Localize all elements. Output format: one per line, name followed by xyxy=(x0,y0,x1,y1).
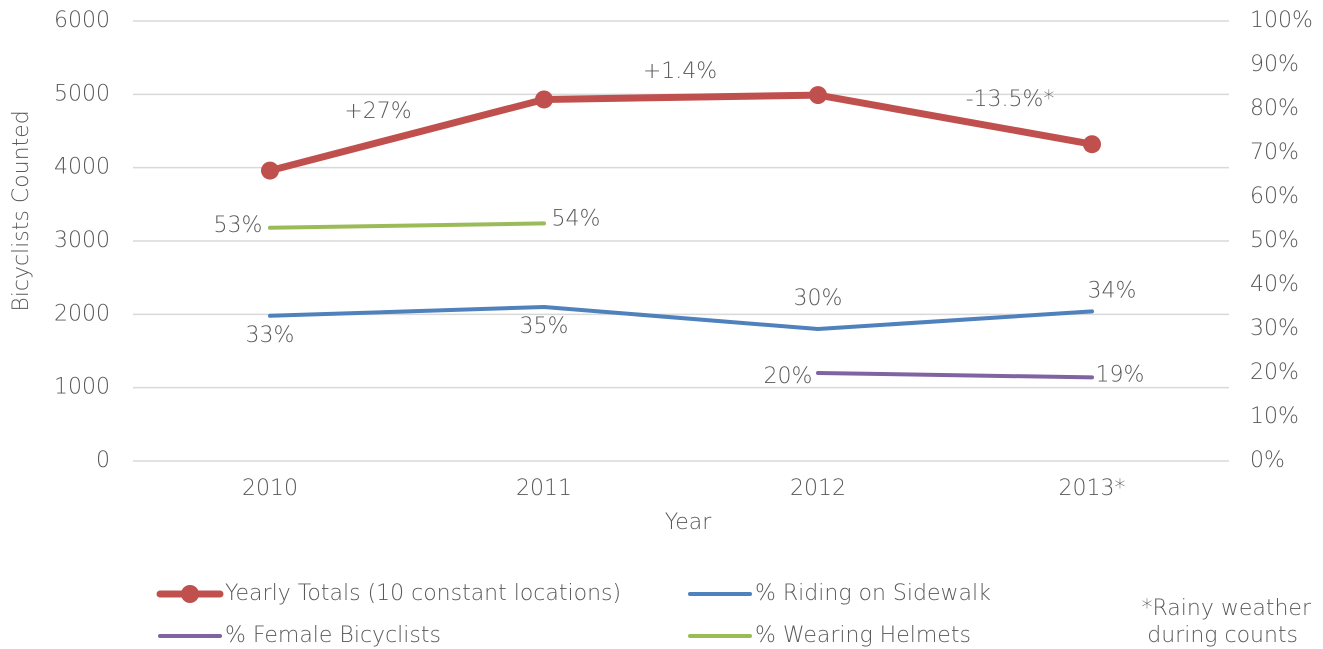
annotation: +1.4% xyxy=(643,59,717,84)
series-line xyxy=(816,371,1094,380)
y2-tick-label: 0% xyxy=(1250,448,1285,473)
y2-tick-label: 90% xyxy=(1250,52,1299,77)
data-label: 20% xyxy=(764,364,813,389)
y-tick-label: 4000 xyxy=(54,155,110,180)
marker xyxy=(261,161,279,180)
footnote: during counts xyxy=(1147,623,1298,648)
data-label: 19% xyxy=(1096,362,1145,387)
data-label: 33% xyxy=(246,323,295,348)
x-tick-label: 2011 xyxy=(516,476,572,501)
y2-tick-label: 70% xyxy=(1250,140,1299,165)
x-axis-label: Year xyxy=(665,510,713,535)
y2-tick-label: 60% xyxy=(1250,184,1299,209)
y-axis-label: Bicyclists Counted xyxy=(9,110,34,311)
y-tick-label: 5000 xyxy=(54,81,110,106)
legend-label: % Riding on Sidewalk xyxy=(755,581,991,606)
y-tick-label: 2000 xyxy=(54,301,110,326)
x-tick-label: 2012 xyxy=(790,476,846,501)
legend-label: % Female Bicyclists xyxy=(225,623,441,648)
y2-tick-label: 30% xyxy=(1250,316,1299,341)
x-tick-label: 2013* xyxy=(1059,476,1126,501)
data-label: 34% xyxy=(1088,278,1137,303)
y-tick-label: 0 xyxy=(96,448,110,473)
x-tick-label: 2010 xyxy=(242,476,298,501)
y2-tick-label: 20% xyxy=(1250,360,1299,385)
y-tick-label: 1000 xyxy=(54,375,110,400)
marker xyxy=(535,90,553,109)
marker xyxy=(809,86,827,105)
footnote: *Rainy weather xyxy=(1141,596,1311,621)
legend-label: Yearly Totals (10 constant locations) xyxy=(225,581,621,606)
series-line xyxy=(268,305,1094,331)
y2-tick-label: 50% xyxy=(1250,228,1299,253)
data-label: 54% xyxy=(552,206,601,231)
data-label: 35% xyxy=(520,314,569,339)
legend-label: % Wearing Helmets xyxy=(755,623,971,648)
annotation: -13.5%* xyxy=(966,87,1055,112)
y2-tick-label: 40% xyxy=(1250,272,1299,297)
series-line xyxy=(266,91,1096,175)
y-tick-label: 3000 xyxy=(54,228,110,253)
y2-tick-label: 10% xyxy=(1250,404,1299,429)
legend-marker xyxy=(181,585,199,603)
data-label: 30% xyxy=(794,286,843,311)
data-label: 53% xyxy=(214,213,263,238)
marker xyxy=(1083,135,1101,154)
y2-tick-label: 100% xyxy=(1250,8,1313,33)
y-tick-label: 6000 xyxy=(54,8,110,33)
series-line xyxy=(268,221,546,230)
annotation: +27% xyxy=(344,99,411,124)
y2-tick-label: 80% xyxy=(1250,96,1299,121)
